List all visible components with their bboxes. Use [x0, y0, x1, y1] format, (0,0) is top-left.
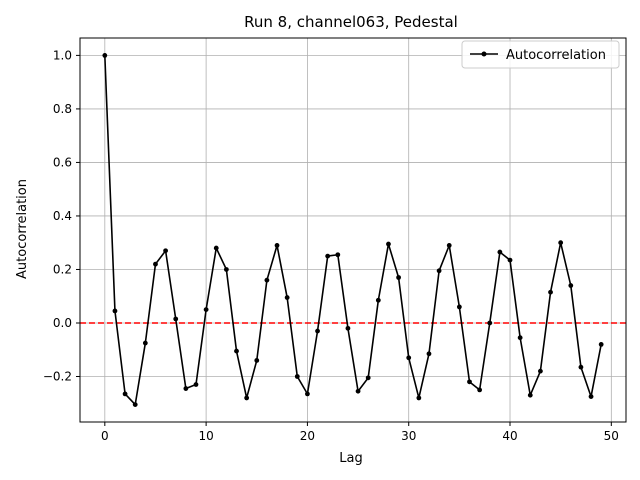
data-point [487, 320, 493, 326]
data-point [355, 388, 361, 394]
data-point [122, 391, 128, 397]
data-point [142, 340, 148, 346]
data-point [406, 355, 412, 361]
y-tick-label: −0.2 [43, 370, 72, 384]
data-point [538, 368, 543, 374]
data-point [223, 267, 229, 272]
y-tick-label: 0.2 [53, 262, 72, 276]
x-tick-label: 0 [101, 429, 109, 443]
data-point [213, 245, 219, 251]
data-point [375, 297, 381, 303]
data-point [335, 252, 341, 258]
data-point [548, 289, 553, 295]
data-point [416, 395, 422, 401]
data-point [386, 241, 391, 247]
x-tick-label: 40 [502, 429, 517, 443]
data-point [598, 341, 604, 347]
data-point [294, 374, 300, 379]
legend: Autocorrelation [461, 40, 620, 69]
data-point [153, 261, 158, 267]
x-axis-ticks: 0 10 20 30 40 50 [101, 422, 619, 443]
data-point [507, 257, 513, 263]
data-point [436, 268, 442, 274]
data-point [396, 275, 401, 280]
data-point [497, 249, 503, 255]
y-tick-label: 0.6 [53, 155, 72, 169]
x-tick-label: 10 [198, 429, 213, 443]
data-point [315, 328, 320, 334]
data-point [477, 387, 483, 393]
series-line [104, 55, 602, 406]
y-tick-label: 0.0 [53, 316, 72, 330]
data-point [183, 386, 189, 391]
y-tick-label: 0.8 [53, 102, 72, 116]
data-point [284, 295, 290, 300]
data-point [305, 391, 310, 397]
data-point [173, 316, 179, 322]
data-point [456, 304, 462, 310]
data-point [254, 358, 260, 363]
x-axis-label: Lag [339, 451, 362, 466]
x-tick-label: 20 [300, 429, 315, 443]
y-axis-label: Autocorrelation [15, 179, 30, 279]
data-point [527, 392, 533, 398]
data-point [467, 379, 472, 385]
data-point [568, 283, 574, 288]
data-point [578, 364, 584, 370]
data-point [588, 394, 594, 399]
x-tick-label: 30 [401, 429, 416, 443]
legend-entry-label: Autocorrelation [506, 48, 606, 63]
x-tick-label: 50 [604, 429, 619, 443]
plot-area-frame [79, 37, 627, 423]
y-tick-label: 0.4 [53, 209, 72, 223]
data-point [345, 325, 351, 331]
data-point [163, 248, 168, 254]
data-point [234, 348, 239, 354]
data-point [102, 52, 108, 58]
data-point [365, 375, 371, 381]
data-point [517, 335, 523, 341]
data-point [446, 242, 452, 248]
data-point [193, 382, 199, 387]
data-point [244, 395, 250, 401]
data-point [325, 253, 331, 259]
data-point [558, 240, 564, 246]
y-axis-ticks: −0.2 0.0 0.2 0.4 0.6 0.8 1.0 [43, 48, 80, 384]
legend-marker-swatch [481, 51, 487, 57]
data-point [112, 308, 118, 314]
series-layer [102, 52, 604, 408]
data-point [426, 351, 432, 357]
y-tick-label: 1.0 [53, 48, 72, 62]
chart-title: Run 8, channel063, Pedestal [244, 13, 458, 31]
data-point [132, 402, 138, 408]
legend-box [461, 40, 620, 69]
data-point [264, 277, 270, 283]
data-point [203, 307, 209, 313]
data-point [274, 242, 280, 248]
